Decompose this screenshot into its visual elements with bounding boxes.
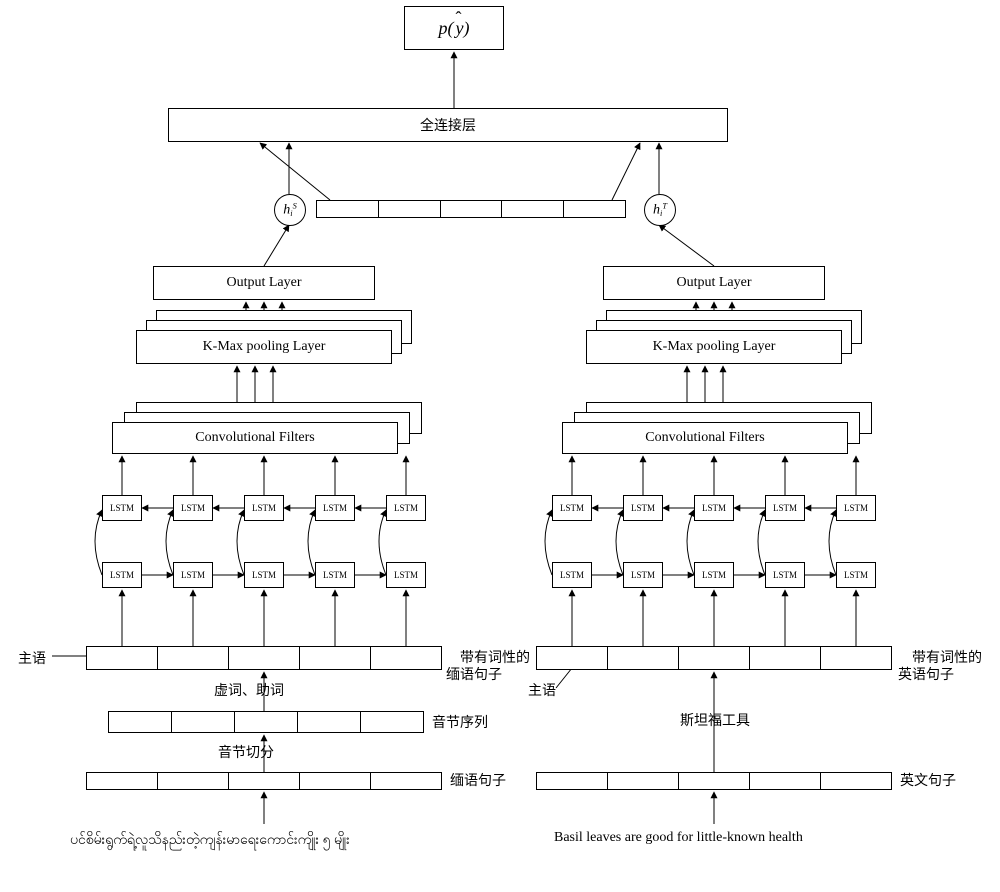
conv-left-label: Convolutional Filters bbox=[195, 430, 314, 446]
lstm-cell: LSTM bbox=[173, 495, 213, 521]
lstm-cell: LSTM bbox=[836, 562, 876, 588]
output-probability-box: p(y) bbox=[404, 6, 504, 50]
label-subject-right: 主语 bbox=[528, 680, 556, 700]
sentence-row-left bbox=[86, 772, 442, 790]
h-t-label: hiT bbox=[653, 202, 667, 218]
output-layer-right: Output Layer bbox=[603, 266, 825, 300]
syllable-row-left bbox=[108, 711, 424, 733]
kmax-left-label: K-Max pooling Layer bbox=[203, 339, 326, 355]
lstm-cell: LSTM bbox=[623, 495, 663, 521]
lstm-cell: LSTM bbox=[315, 495, 355, 521]
label-english-sentence: 英文句子 bbox=[900, 770, 956, 790]
lstm-cell: LSTM bbox=[244, 562, 284, 588]
conv-layer-right: Convolutional Filters bbox=[562, 422, 848, 454]
lstm-cell: LSTM bbox=[694, 562, 734, 588]
output-layer-left-label: Output Layer bbox=[226, 275, 301, 291]
lstm-cell: LSTM bbox=[102, 562, 142, 588]
lstm-cell: LSTM bbox=[173, 562, 213, 588]
lstm-cell: LSTM bbox=[386, 562, 426, 588]
lstm-cell: LSTM bbox=[386, 495, 426, 521]
output-probability-label: p(y) bbox=[439, 18, 470, 39]
lstm-cell: LSTM bbox=[315, 562, 355, 588]
lstm-cell: LSTM bbox=[102, 495, 142, 521]
h-s-node: hiS bbox=[274, 194, 306, 226]
conv-right-label: Convolutional Filters bbox=[645, 430, 764, 446]
pos-row-right bbox=[536, 646, 892, 670]
lstm-cell: LSTM bbox=[552, 495, 592, 521]
kmax-layer-right: K-Max pooling Layer bbox=[586, 330, 842, 364]
sentence-row-right bbox=[536, 772, 892, 790]
diagram-stage: p(y) 全连接层 hiS hiT Output Layer K-Max poo… bbox=[0, 0, 1000, 892]
english-bottom-text: Basil leaves are good for little-known h… bbox=[554, 830, 803, 846]
kmax-layer-left: K-Max pooling Layer bbox=[136, 330, 392, 364]
lstm-cell: LSTM bbox=[623, 562, 663, 588]
conv-layer-left: Convolutional Filters bbox=[112, 422, 398, 454]
label-pos-sentence-left: 带有词性的 缅语句子 bbox=[446, 634, 530, 701]
output-layer-right-label: Output Layer bbox=[676, 275, 751, 291]
label-burmese-sentence: 缅语句子 bbox=[450, 770, 506, 790]
lstm-cell: LSTM bbox=[836, 495, 876, 521]
kmax-right-label: K-Max pooling Layer bbox=[653, 339, 776, 355]
fully-connected-layer: 全连接层 bbox=[168, 108, 728, 142]
lstm-cell: LSTM bbox=[694, 495, 734, 521]
h-s-label: hiS bbox=[283, 202, 297, 218]
fully-connected-label: 全连接层 bbox=[420, 115, 476, 135]
label-syllable-seq: 音节序列 bbox=[432, 712, 488, 732]
burmese-bottom-text: ပင်စိမ်းရွက်ရဲ့လူသိနည်းတဲ့ကျန်းမာရေးကောင… bbox=[70, 830, 350, 851]
lstm-cell: LSTM bbox=[552, 562, 592, 588]
lstm-cell: LSTM bbox=[765, 495, 805, 521]
center-vector-row bbox=[316, 200, 626, 218]
lstm-cell: LSTM bbox=[765, 562, 805, 588]
lstm-cell: LSTM bbox=[244, 495, 284, 521]
pos-row-left bbox=[86, 646, 442, 670]
label-syllable-seg: 音节切分 bbox=[218, 742, 274, 762]
label-stanford-tool: 斯坦福工具 bbox=[680, 710, 750, 730]
h-t-node: hiT bbox=[644, 194, 676, 226]
label-function-words: 虚词、助词 bbox=[214, 680, 284, 700]
output-layer-left: Output Layer bbox=[153, 266, 375, 300]
label-pos-sentence-right: 带有词性的 英语句子 bbox=[898, 634, 982, 701]
label-subject-left: 主语 bbox=[18, 648, 46, 668]
